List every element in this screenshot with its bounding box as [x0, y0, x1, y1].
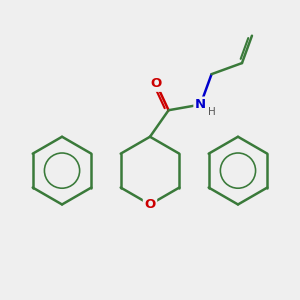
- Text: N: N: [195, 98, 206, 111]
- Text: O: O: [144, 198, 156, 211]
- Text: O: O: [151, 77, 162, 90]
- Text: H: H: [208, 107, 215, 117]
